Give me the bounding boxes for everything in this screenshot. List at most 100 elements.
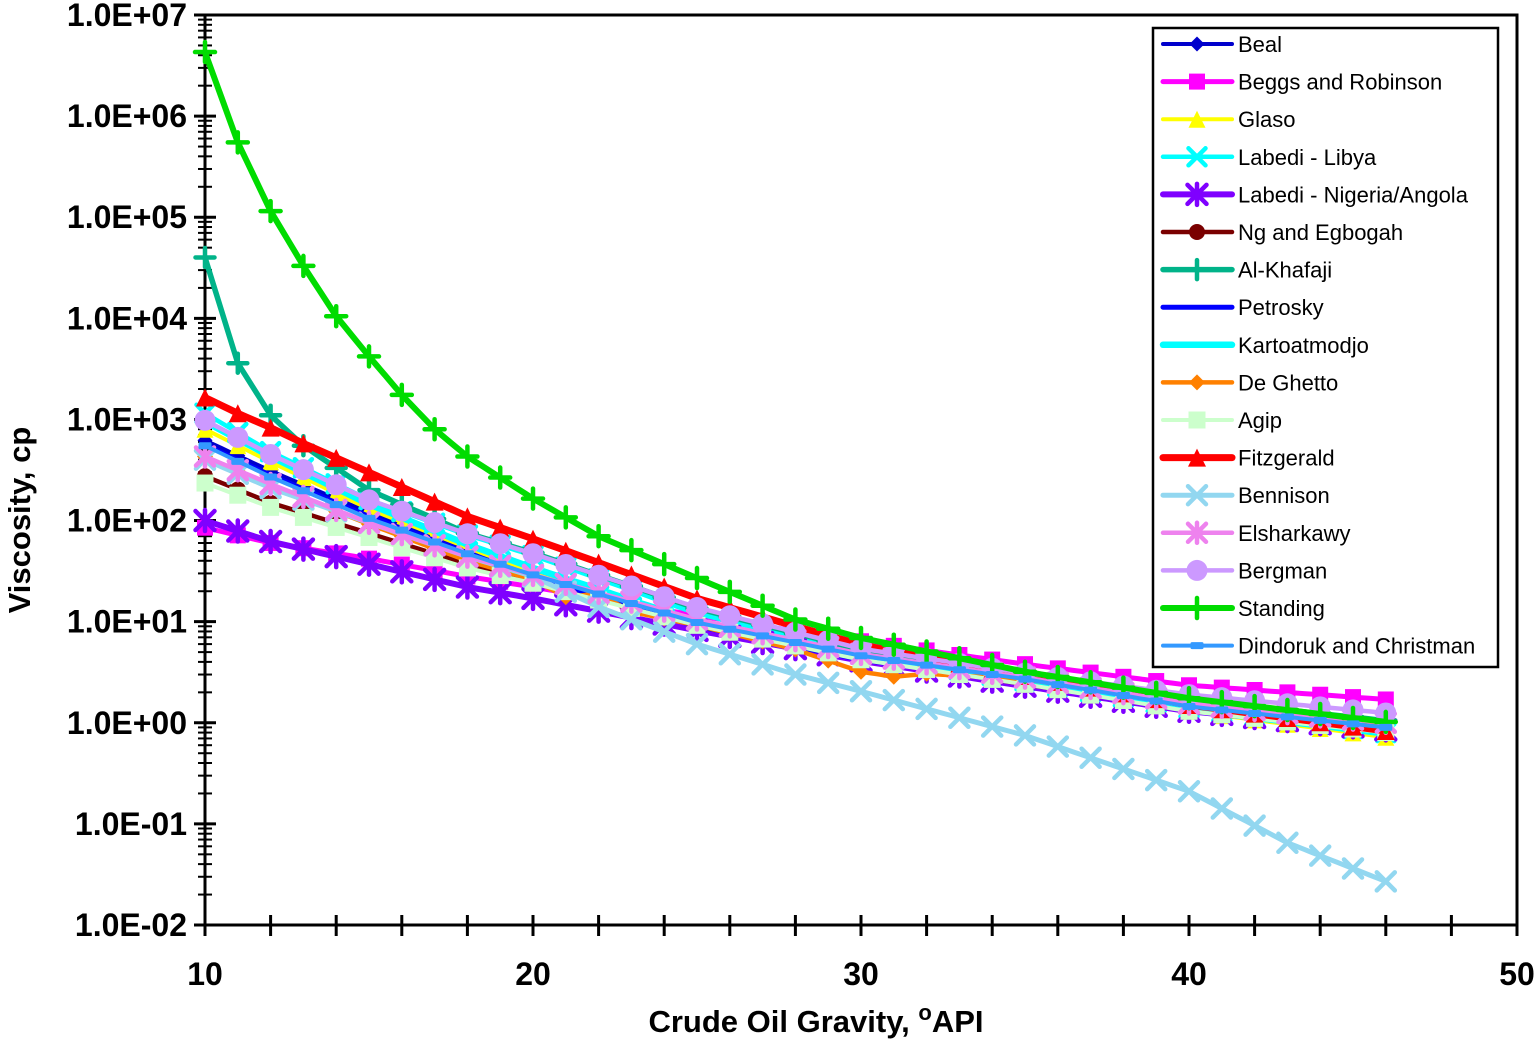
marker-dash [460,550,474,558]
marker-x [849,680,873,703]
marker-x [620,608,643,631]
marker-square [229,486,247,504]
marker-dash [756,632,770,640]
marker-dash [821,645,835,653]
y-tick-label: 1.0E+05 [67,199,187,235]
x-axis-title-text: Crude Oil Gravity, [648,1004,918,1039]
legend-item: Standing [1160,595,1325,621]
legend-item: Fitzgerald [1159,446,1335,471]
marker-x [948,706,971,729]
marker-circle [620,575,642,597]
x-tick-label: 10 [187,956,223,992]
marker-triangle [360,463,378,482]
x-axis: 10 20 30 40 50 [187,915,1535,992]
legend-label: Elsharkawy [1238,521,1350,546]
legend-item: Bergman [1160,558,1327,583]
marker-dash [1379,723,1393,731]
marker-dash [887,656,901,664]
marker-circle [686,597,708,619]
legend-label: Standing [1238,596,1325,621]
y-tick-label: 1.0E+03 [67,401,187,437]
marker-triangle [458,507,477,526]
marker-triangle [327,448,346,467]
marker-circle [260,444,282,466]
marker-triangle [1188,110,1206,128]
legend-item: Kartoatmodjo [1159,333,1369,358]
marker-dash [428,538,442,546]
legend-label: Ng and Egbogah [1238,220,1403,245]
y-axis-title: Viscosity, cp [2,427,37,614]
x-axis-title: Crude Oil Gravity, oAPI [648,1000,983,1039]
legend-item: Beggs and Robinson [1160,70,1442,95]
y-tick-label: 1.0E+01 [67,604,187,640]
legend-label: De Ghetto [1238,370,1338,395]
legend-item: Agip [1161,408,1282,433]
marker-dash [1051,681,1065,689]
marker-x [1046,735,1070,758]
x-axis-title-sup: o [918,1000,931,1025]
marker-dash [1280,713,1294,721]
y-tick-label: 1.0E+04 [67,300,187,336]
marker-dash [592,590,606,598]
x-axis-title-suffix: API [932,1004,984,1039]
legend-item: Elsharkawy [1160,520,1350,546]
marker-dash [493,560,507,568]
marker-square [1189,73,1205,90]
marker-square [1188,411,1206,429]
marker-x [980,715,1004,738]
marker-dash [1116,692,1130,700]
marker-circle [784,621,806,643]
marker-x [1013,724,1037,747]
marker-x [882,688,906,712]
marker-circle [194,409,216,431]
marker-square [426,549,444,567]
marker-dash [264,473,278,481]
marker-x [1341,857,1365,880]
legend-label: Fitzgerald [1238,446,1335,471]
marker-x [784,663,807,686]
legend-item: Beal [1161,32,1282,57]
marker-x [1144,768,1168,792]
marker-circle [227,426,249,448]
legend-item: Dindoruk and Christman [1161,634,1475,659]
marker-dash [952,666,966,674]
marker-x [1210,797,1234,820]
marker-dash [854,652,868,660]
legend-label: Bergman [1238,558,1327,583]
marker-circle [1186,559,1208,581]
marker-dash [1215,706,1229,714]
marker-dash [1018,675,1032,683]
marker-circle [489,533,511,555]
legend-label: Beggs and Robinson [1238,70,1442,95]
legend-label: Petrosky [1238,295,1324,320]
marker-triangle [196,388,214,407]
y-tick-label: 1.0E-02 [75,907,187,943]
y-tick-label: 1.0E-01 [75,806,187,842]
marker-dash [1313,716,1327,724]
marker-circle [358,489,380,511]
marker-x [1308,844,1332,867]
legend-item: Labedi - Nigeria/Angola [1160,181,1469,207]
marker-x [1185,483,1209,507]
marker-circle [292,459,314,481]
marker-x [1079,746,1102,770]
marker-triangle [228,404,247,423]
marker-circle [456,523,478,545]
marker-x [816,671,840,695]
marker-circle [653,586,675,608]
marker-diamond [1189,374,1205,391]
legend-item: De Ghetto [1160,370,1338,395]
marker-circle [719,605,741,627]
x-tick-label: 40 [1171,956,1207,992]
legend-item: Glaso [1161,107,1295,132]
marker-square [196,474,214,492]
legend-item: Bennison [1160,483,1330,508]
marker-x [652,620,676,643]
marker-x [1243,814,1266,837]
marker-x [1112,757,1135,781]
marker-triangle [294,434,313,453]
legend-label: Labedi - Libya [1238,145,1377,170]
marker-triangle [524,529,542,548]
